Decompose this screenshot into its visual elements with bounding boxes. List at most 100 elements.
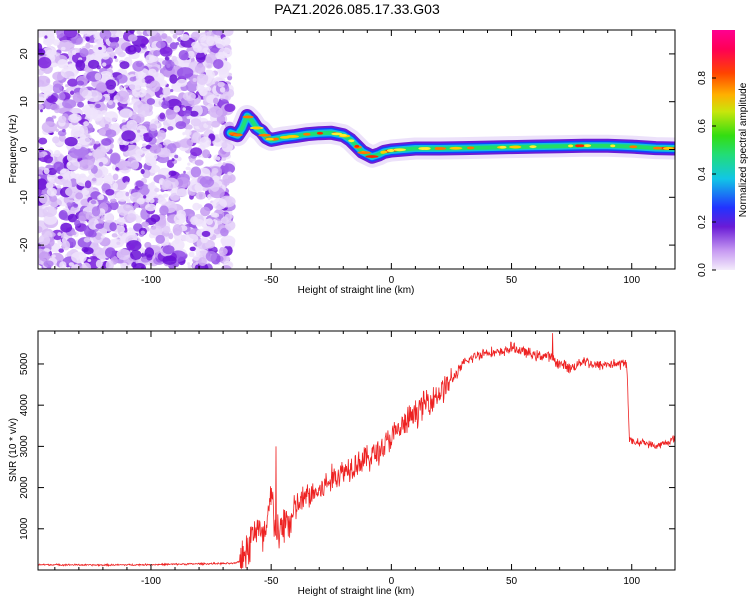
noise-blob bbox=[98, 46, 102, 50]
noise-blob bbox=[165, 36, 172, 44]
noise-blob bbox=[222, 162, 226, 166]
noise-blob bbox=[162, 86, 172, 96]
noise-blob bbox=[192, 78, 197, 83]
noise-blob bbox=[125, 181, 129, 185]
snr-series-line bbox=[38, 333, 675, 570]
noise-blob bbox=[62, 128, 66, 133]
noise-blob bbox=[210, 126, 214, 130]
noise-blob bbox=[79, 86, 89, 97]
ytick-label: 4000 bbox=[19, 394, 30, 417]
noise-blob bbox=[152, 98, 164, 108]
noise-blob bbox=[200, 236, 209, 244]
noise-blob bbox=[175, 188, 188, 197]
noise-blob bbox=[165, 107, 177, 120]
noise-blob bbox=[104, 111, 119, 123]
noise-blob bbox=[144, 241, 152, 249]
noise-blob bbox=[67, 78, 79, 87]
ridge-hotspot bbox=[393, 148, 407, 152]
noise-blob bbox=[150, 214, 161, 223]
noise-blob bbox=[174, 30, 183, 36]
noise-blob bbox=[199, 88, 207, 97]
noise-blob bbox=[85, 42, 91, 49]
noise-blob bbox=[41, 121, 58, 134]
noise-blob bbox=[214, 225, 219, 229]
noise-blob bbox=[47, 167, 57, 176]
noise-blob bbox=[126, 213, 137, 223]
ytick-label: 10 bbox=[19, 96, 30, 108]
noise-blob bbox=[50, 153, 55, 157]
noise-blob bbox=[195, 250, 201, 257]
noise-blob bbox=[212, 175, 220, 181]
noise-blob bbox=[99, 30, 112, 40]
noise-blob bbox=[59, 261, 67, 269]
noise-blob bbox=[162, 177, 179, 190]
noise-blob bbox=[195, 191, 207, 200]
xtick-label: -100 bbox=[141, 576, 161, 587]
noise-blob bbox=[169, 42, 178, 50]
ridge-hotspot bbox=[583, 144, 592, 148]
noise-blob bbox=[213, 228, 222, 235]
noise-blob bbox=[85, 211, 94, 221]
noise-blob bbox=[194, 219, 204, 227]
noise-blob bbox=[91, 206, 101, 217]
noise-blob bbox=[221, 141, 228, 149]
noise-blob bbox=[130, 249, 142, 261]
noise-blob bbox=[115, 90, 129, 103]
noise-blob bbox=[109, 41, 120, 49]
noise-blob bbox=[218, 247, 228, 256]
ridge-hotspot bbox=[511, 145, 522, 149]
noise-blob bbox=[95, 259, 103, 269]
figure-title: PAZ1.2026.085.17.33.G03 bbox=[274, 1, 440, 17]
noise-blob bbox=[109, 222, 117, 232]
noise-blob bbox=[75, 59, 86, 72]
noise-blob bbox=[67, 162, 71, 166]
noise-blob bbox=[112, 182, 119, 190]
noise-blob bbox=[60, 222, 73, 233]
noise-blob bbox=[57, 59, 68, 69]
noise-blob bbox=[182, 91, 196, 101]
noise-blob bbox=[58, 248, 64, 253]
ridge-hotspot bbox=[575, 144, 581, 148]
noise-blob bbox=[164, 56, 170, 61]
ridge-hotspot bbox=[316, 131, 324, 135]
noise-blob bbox=[104, 212, 114, 223]
noise-blob bbox=[66, 202, 72, 207]
noise-blob bbox=[141, 78, 146, 83]
noise-blob bbox=[212, 198, 227, 210]
spectrogram-xlabel: Height of straight line (km) bbox=[298, 285, 415, 296]
noise-blob bbox=[162, 193, 169, 198]
colorbar-tick-label: 0.4 bbox=[697, 167, 708, 181]
noise-blob bbox=[215, 156, 221, 161]
noise-blob bbox=[77, 101, 84, 108]
noise-blob bbox=[129, 123, 134, 128]
noise-blob bbox=[206, 218, 213, 226]
noise-blob bbox=[180, 34, 190, 41]
noise-blob bbox=[149, 80, 161, 93]
noise-blob bbox=[186, 115, 191, 120]
noise-blob bbox=[162, 60, 168, 66]
noise-blob bbox=[188, 182, 203, 193]
colorbar-gradient bbox=[712, 30, 735, 270]
noise-blob bbox=[61, 46, 66, 51]
noise-blob bbox=[207, 196, 211, 201]
ridge-hotspot bbox=[449, 146, 463, 150]
noise-blob bbox=[38, 30, 46, 38]
xtick-label: 50 bbox=[506, 576, 518, 587]
noise-blob bbox=[135, 215, 143, 224]
noise-blob bbox=[85, 36, 90, 42]
ytick-label: 3000 bbox=[19, 435, 30, 458]
noise-blob bbox=[88, 230, 97, 238]
noise-blob bbox=[122, 176, 130, 184]
noise-blob bbox=[194, 63, 206, 75]
snr-ticks: -100 -50 0 50 100 1000 2000 3000 4000 5000 bbox=[19, 331, 675, 587]
noise-blob bbox=[222, 91, 231, 100]
noise-blob bbox=[43, 167, 50, 175]
noise-blob bbox=[217, 161, 223, 166]
ytick-label: 20 bbox=[19, 48, 30, 60]
noise-blob bbox=[92, 109, 103, 122]
colorbar-label: Normalized spectral amplitude bbox=[738, 82, 749, 217]
noise-blob bbox=[90, 44, 94, 48]
noise-blob bbox=[208, 106, 223, 118]
noise-blob bbox=[161, 33, 168, 39]
noise-blob bbox=[38, 194, 49, 204]
